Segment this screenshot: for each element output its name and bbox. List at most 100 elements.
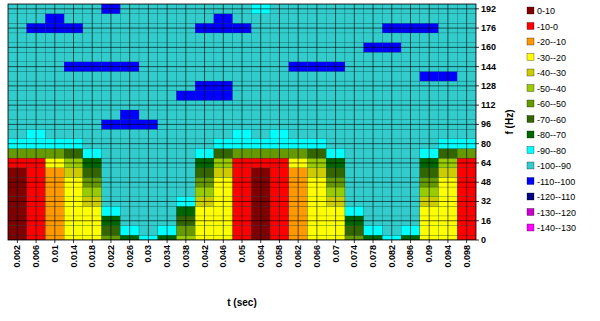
y-tick: [476, 47, 479, 48]
x-tick: [223, 240, 224, 243]
legend-swatch: [527, 38, 534, 45]
y-tick: [476, 105, 479, 106]
x-tick-label: 0.062: [293, 245, 303, 268]
grid-line-y: [8, 85, 476, 86]
x-tick-label: 0.058: [274, 245, 284, 268]
legend-label: -40--30: [537, 68, 566, 78]
y-tick-label: 192: [481, 4, 496, 14]
x-tick-label: 0.034: [162, 245, 172, 268]
x-tick: [36, 240, 37, 243]
x-tick-label: 0.078: [368, 245, 378, 268]
legend-swatch: [527, 69, 534, 76]
grid-line-x: [466, 4, 467, 240]
y-tick: [476, 66, 479, 67]
grid-line-x: [36, 4, 37, 240]
legend-label: -50--40: [537, 84, 566, 94]
grid-line-x: [298, 4, 299, 240]
x-tick-label: 0.066: [312, 245, 322, 268]
legend-swatch: [527, 178, 534, 185]
x-tick-label: 0.01: [50, 245, 60, 263]
legend-swatch: [527, 85, 534, 92]
x-tick: [17, 240, 18, 243]
y-tick: [476, 182, 479, 183]
legend-label: -130--120: [537, 208, 576, 218]
x-tick-label: 0.022: [106, 245, 116, 268]
y-tick-label: 0: [481, 235, 486, 245]
grid-line-y: [8, 47, 476, 48]
legend-label: -10-0: [537, 22, 558, 32]
x-tick: [298, 240, 299, 243]
grid-line-x: [167, 4, 168, 240]
legend-label: -80--70: [537, 130, 566, 140]
x-tick: [148, 240, 149, 243]
x-tick-label: 0.082: [387, 245, 397, 268]
y-tick-label: 80: [481, 139, 491, 149]
legend-swatch: [527, 100, 534, 107]
x-tick-label: 0.054: [256, 245, 266, 268]
grid-line-y: [8, 124, 476, 125]
x-tick-label: 0.002: [12, 245, 22, 268]
y-tick: [476, 220, 479, 221]
grid-line-x: [447, 4, 448, 240]
x-tick-label: 0.03: [143, 245, 153, 263]
x-tick-label: 0.014: [69, 245, 79, 268]
legend-label: -20--10: [537, 37, 566, 47]
x-tick-label: 0.006: [31, 245, 41, 268]
y-tick-label: 32: [481, 196, 491, 206]
grid-line-x: [373, 4, 374, 240]
grid-line-y: [8, 105, 476, 106]
y-tick-label: 112: [481, 100, 496, 110]
grid-line-y: [8, 8, 476, 9]
grid-line-x: [110, 4, 111, 240]
x-tick: [260, 240, 261, 243]
legend-label: -90--80: [537, 146, 566, 156]
x-tick: [410, 240, 411, 243]
x-tick-label: 0.094: [443, 245, 453, 268]
plot-background: [8, 4, 476, 240]
x-tick-label: 0.038: [181, 245, 191, 268]
y-tick-label: 96: [481, 119, 491, 129]
y-tick-label: 160: [481, 42, 496, 52]
x-tick: [279, 240, 280, 243]
y-axis-label: f (Hz): [504, 110, 515, 135]
x-tick-label: 0.046: [218, 245, 228, 268]
grid-line-x: [92, 4, 93, 240]
x-tick: [129, 240, 130, 243]
grid-line-x: [129, 4, 130, 240]
x-tick: [335, 240, 336, 243]
x-tick: [447, 240, 448, 243]
grid-line-x: [354, 4, 355, 240]
grid-line-y: [8, 143, 476, 144]
legend-swatch: [527, 193, 534, 200]
x-tick: [391, 240, 392, 243]
y-tick: [476, 143, 479, 144]
grid-line-x: [54, 4, 55, 240]
legend-swatch: [527, 224, 534, 231]
x-tick-label: 0.086: [405, 245, 415, 268]
grid-line-x: [204, 4, 205, 240]
grid-line-y: [8, 28, 476, 29]
y-tick-label: 16: [481, 216, 491, 226]
x-tick: [110, 240, 111, 243]
x-tick: [466, 240, 467, 243]
x-tick-label: 0.05: [237, 245, 247, 263]
y-tick: [476, 28, 479, 29]
x-tick: [54, 240, 55, 243]
legend-swatch: [527, 209, 534, 216]
grid-line-y: [8, 220, 476, 221]
x-tick: [167, 240, 168, 243]
y-tick: [476, 240, 479, 241]
legend: 0-10-10-0-20--10-30--20-40--30-50--40-60…: [527, 6, 576, 233]
x-tick: [73, 240, 74, 243]
plot-frame: [8, 4, 476, 240]
cells: [8, 4, 476, 240]
x-axis-label: t (sec): [227, 297, 256, 308]
grid-line-x: [242, 4, 243, 240]
y-tick: [476, 162, 479, 163]
x-tick-label: 0.074: [349, 245, 359, 268]
x-tick: [354, 240, 355, 243]
x-tick: [316, 240, 317, 243]
grid-line-x: [73, 4, 74, 240]
legend-label: -60--50: [537, 99, 566, 109]
x-tick-label: 0.07: [331, 245, 341, 263]
